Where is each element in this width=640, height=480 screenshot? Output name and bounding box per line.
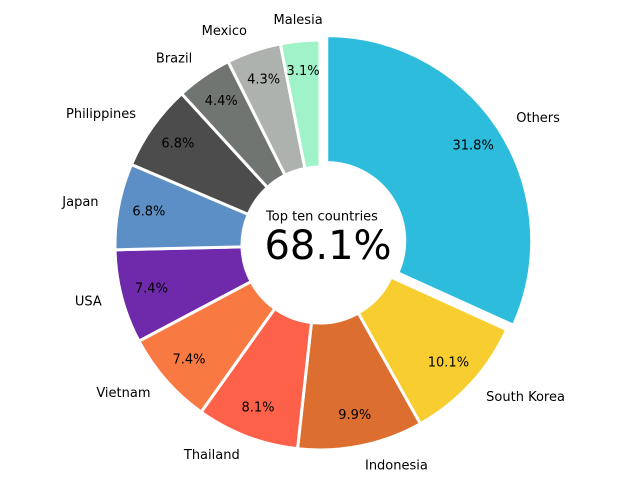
value-label: 3.1%	[287, 64, 320, 79]
value-label: 4.4%	[205, 94, 238, 109]
slice-label: Japan	[61, 195, 98, 210]
value-label: 8.1%	[241, 400, 274, 415]
slice-label: Philippines	[66, 107, 136, 122]
slice-label: Mexico	[202, 24, 247, 39]
slice-label: Thailand	[183, 448, 240, 463]
value-label: 10.1%	[428, 355, 469, 370]
value-label: 31.8%	[453, 139, 494, 154]
slice-label: South Korea	[486, 390, 565, 405]
slices	[113, 34, 534, 452]
value-label: 9.9%	[338, 408, 371, 423]
value-label: 6.8%	[161, 137, 194, 152]
slice-label: Others	[516, 111, 560, 126]
value-label: 4.3%	[247, 73, 280, 88]
slice-label: USA	[75, 295, 102, 310]
value-label: 7.4%	[173, 352, 206, 367]
slice	[325, 34, 534, 328]
slice-label: Brazil	[156, 52, 192, 67]
slice-label: Vietnam	[96, 386, 150, 401]
value-label: 7.4%	[135, 282, 168, 297]
slice-label: Malesia	[274, 13, 323, 28]
value-label: 6.8%	[132, 205, 165, 220]
center-label: 68.1%	[264, 223, 391, 269]
slice	[278, 38, 322, 171]
slice-label: Indonesia	[365, 458, 428, 473]
center-title: Top ten countries	[265, 210, 378, 225]
